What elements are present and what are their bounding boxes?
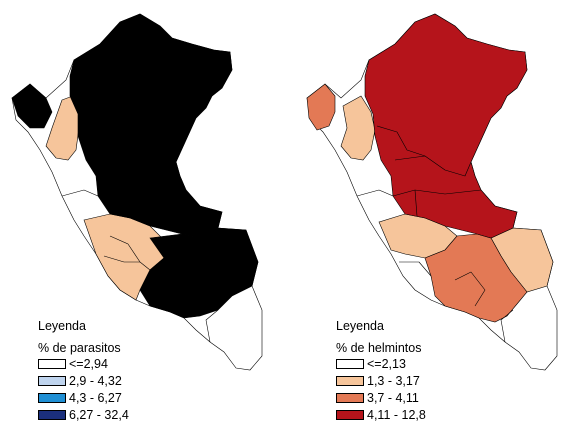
- legend-label: 4,3 - 6,27: [69, 390, 122, 405]
- region-class-3: [69, 13, 233, 239]
- map-parasitos-regions: [11, 13, 263, 371]
- legend-swatch: [38, 409, 66, 420]
- legend-title: Leyenda: [336, 319, 384, 333]
- legend-item: 1,3 - 3,17: [336, 372, 426, 389]
- legend-item: 4,3 - 6,27: [38, 389, 129, 406]
- legend-item: 3,7 - 4,11: [336, 389, 426, 406]
- legend-title: Leyenda: [38, 319, 86, 333]
- legend-item: 6,27 - 32,4: [38, 406, 129, 423]
- legend-label: 4,11 - 12,8: [367, 407, 426, 422]
- legend-swatch: [336, 358, 364, 369]
- region-class-1: [340, 95, 376, 161]
- region-class-2: [306, 83, 336, 131]
- legend-item: <=2,94: [38, 355, 129, 372]
- map-helmintos-regions: [306, 13, 558, 371]
- legend-swatch: [336, 392, 364, 403]
- legend-swatch: [38, 392, 66, 403]
- legend-helmintos: Leyenda % de helmintos <=2,13 1,3 - 3,17…: [336, 319, 426, 423]
- legend-subtitle: % de parasitos: [38, 341, 121, 355]
- legend-swatch: [336, 409, 364, 420]
- legend-label: <=2,13: [367, 356, 406, 371]
- legend-label: 2,9 - 4,32: [69, 373, 122, 388]
- legend-item: <=2,13: [336, 355, 426, 372]
- legend-subtitle: % de helmintos: [336, 341, 422, 355]
- legend-label: <=2,94: [69, 356, 108, 371]
- legend-swatch: [336, 375, 364, 386]
- region-class-2: [11, 83, 53, 129]
- legend-item: 2,9 - 4,32: [38, 372, 129, 389]
- legend-item: 4,11 - 12,8: [336, 406, 426, 423]
- legend-swatch: [38, 358, 66, 369]
- legend-parasitos: Leyenda % de parasitos <=2,94 2,9 - 4,32…: [38, 319, 129, 423]
- legend-label: 1,3 - 3,17: [367, 373, 420, 388]
- legend-label: 3,7 - 4,11: [367, 390, 419, 405]
- region-class-3: [364, 13, 528, 239]
- legend-label: 6,27 - 32,4: [69, 407, 129, 422]
- legend-swatch: [38, 375, 66, 386]
